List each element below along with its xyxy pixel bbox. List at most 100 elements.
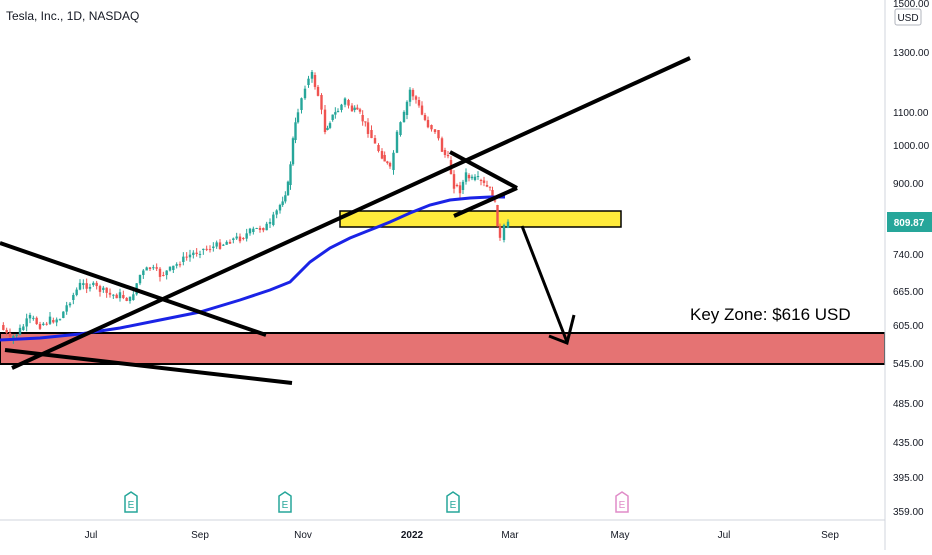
candle-body (386, 161, 389, 163)
x-tick-label: Sep (821, 530, 839, 541)
candle-body (162, 275, 165, 276)
candle-body (28, 314, 32, 319)
candle-body (473, 176, 477, 180)
candle-body (476, 176, 480, 178)
candle-body (455, 185, 459, 186)
candles-group (2, 70, 510, 344)
earnings-marker[interactable]: E (446, 491, 460, 513)
y-tick-label: 1000.00 (893, 141, 930, 152)
y-tick-label: 1500.00 (893, 0, 930, 10)
candle-body (145, 267, 148, 271)
earnings-marker-shape (124, 491, 138, 513)
projection-arrow-head (548, 314, 576, 346)
candle-body (430, 125, 433, 130)
candle-body (467, 175, 471, 179)
candle-body (178, 264, 182, 266)
price-axis[interactable] (885, 0, 932, 550)
candle-body (192, 252, 195, 255)
candle-body (353, 107, 356, 110)
candle-body (132, 294, 135, 300)
candle-body (373, 138, 377, 144)
candle-body (152, 267, 155, 269)
last-price-label: 809.87 (894, 218, 925, 229)
x-tick-labels: Jul Sep Nov 2022 Mar May Jul Sep (85, 530, 840, 541)
candle-body (350, 105, 354, 112)
lower-trendline (4, 348, 293, 385)
candle-body (238, 236, 242, 242)
y-tick-labels: 1500.00 1300.00 1100.00 1000.00 900.00 740.00… (893, 0, 930, 518)
candle-body (377, 145, 380, 152)
candle-body (388, 162, 392, 167)
candle-body (294, 122, 297, 140)
earnings-marker-label: E (450, 500, 457, 511)
candle-body (461, 181, 465, 190)
earnings-marker[interactable]: E (615, 491, 629, 513)
y-tick-label: 665.00 (893, 287, 924, 298)
candle-body (358, 109, 362, 112)
y-tick-label: 545.00 (893, 359, 924, 370)
candle-body (165, 270, 168, 276)
candle-body (268, 222, 272, 224)
x-tick-label: 2022 (401, 530, 424, 541)
candle-body (228, 241, 232, 244)
candle-body (48, 316, 52, 324)
candle-body (158, 268, 162, 277)
candle-body (284, 195, 287, 202)
candle-body (272, 214, 275, 225)
candle-body (278, 204, 282, 211)
y-tick-label: 900.00 (893, 179, 924, 190)
candle-body (340, 104, 343, 110)
y-tick-label: 1100.00 (893, 108, 929, 119)
candle-body (289, 164, 292, 185)
candle-body (502, 224, 506, 240)
candle-body (498, 226, 502, 238)
candle-body (235, 236, 238, 239)
candle-body (138, 274, 142, 284)
candle-body (2, 325, 5, 330)
candle-body (102, 287, 105, 290)
candle-body (125, 297, 128, 301)
earnings-marker-shape (278, 491, 292, 513)
earnings-marker-label: E (619, 500, 626, 511)
candle-body (347, 100, 350, 106)
earnings-marker[interactable]: E (278, 491, 292, 513)
candle-body (380, 151, 384, 159)
candle-body (402, 111, 406, 123)
currency-badge (894, 8, 922, 26)
candle-body (433, 129, 437, 133)
candle-body (336, 110, 340, 113)
candle-body (232, 238, 235, 240)
candle-body (458, 185, 462, 194)
candle-body (68, 303, 72, 306)
candle-body (155, 267, 158, 269)
candle-body (22, 326, 25, 330)
candle-body (405, 101, 409, 115)
candle-body (185, 256, 188, 258)
candle-body (420, 105, 424, 115)
candle-body (215, 242, 218, 247)
candle-body (218, 242, 222, 249)
candle-body (331, 114, 334, 120)
candle-body (361, 115, 364, 122)
candle-body (108, 292, 112, 295)
candle-body (488, 186, 492, 188)
plot-area[interactable] (0, 0, 885, 520)
candle-body (479, 180, 483, 181)
x-tick-label: Jul (85, 530, 98, 541)
candle-body (414, 96, 418, 100)
candle-body (300, 98, 303, 110)
moving-average-line (0, 195, 505, 342)
candle-body (423, 115, 427, 120)
candle-body (320, 95, 323, 110)
candle-body (265, 223, 268, 231)
x-tick-label: May (611, 530, 630, 541)
candle-body (506, 221, 510, 228)
candle-body (399, 122, 402, 135)
earnings-marker[interactable]: E (124, 491, 138, 513)
candle-body (248, 228, 252, 234)
candle-body (15, 334, 18, 336)
earnings-marker-shape (615, 491, 629, 513)
candle-body (262, 228, 265, 231)
candle-body (55, 319, 58, 323)
